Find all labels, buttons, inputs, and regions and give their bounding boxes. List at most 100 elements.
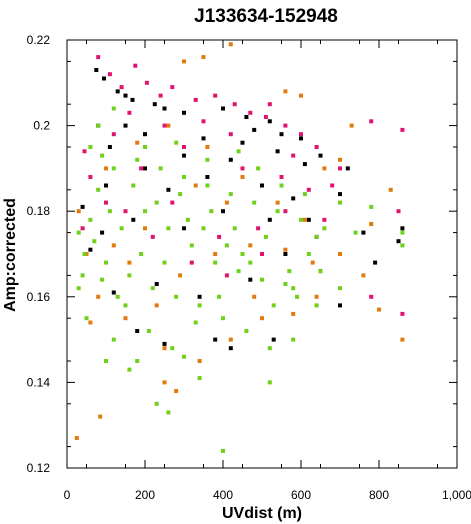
data-point	[193, 183, 198, 188]
data-point	[162, 123, 167, 128]
data-point	[400, 226, 405, 231]
data-point	[283, 282, 288, 286]
data-point	[135, 359, 140, 363]
data-point	[96, 294, 101, 299]
data-point	[248, 110, 253, 115]
data-point	[302, 192, 307, 197]
data-point	[369, 204, 374, 209]
data-point	[182, 59, 186, 64]
data-point	[314, 145, 319, 149]
data-point	[369, 294, 374, 299]
data-point	[228, 157, 233, 162]
data-point	[228, 192, 233, 197]
data-point	[338, 252, 342, 256]
data-point	[310, 260, 315, 265]
data-point	[338, 286, 342, 291]
data-point	[369, 119, 374, 124]
data-point	[88, 175, 93, 179]
data-point	[224, 200, 229, 205]
y-tick-label: 0.22	[27, 33, 51, 47]
data-point	[205, 157, 210, 162]
data-point	[318, 153, 323, 158]
data-point	[139, 166, 144, 171]
data-point	[150, 286, 155, 291]
data-point	[98, 414, 103, 419]
data-point	[201, 136, 206, 141]
data-point	[240, 166, 245, 171]
data-point	[107, 145, 112, 149]
data-point	[100, 153, 105, 158]
data-point	[100, 277, 105, 282]
data-point	[96, 55, 101, 60]
data-point	[143, 132, 147, 137]
data-point	[193, 97, 198, 102]
data-point	[232, 102, 237, 107]
data-point	[263, 234, 268, 239]
data-point	[291, 337, 296, 342]
x-tick-label: 200	[135, 488, 155, 502]
data-point	[144, 80, 149, 85]
data-point	[197, 303, 202, 308]
data-point	[353, 230, 358, 235]
data-point	[111, 243, 116, 248]
data-point	[174, 140, 179, 145]
data-point	[174, 294, 179, 299]
data-point	[252, 294, 257, 299]
data-point	[127, 110, 132, 115]
data-point	[267, 380, 272, 385]
data-point	[127, 273, 132, 278]
data-point	[80, 204, 85, 209]
data-point	[256, 166, 261, 171]
data-point	[291, 311, 296, 316]
data-point	[111, 337, 116, 342]
y-tick-label: 0.16	[27, 290, 51, 304]
data-point	[104, 183, 108, 188]
data-point	[123, 303, 128, 308]
data-point	[100, 230, 105, 235]
data-point	[123, 316, 128, 321]
data-point	[322, 166, 327, 171]
data-point	[201, 226, 206, 231]
data-point	[275, 209, 280, 214]
data-point	[76, 230, 81, 235]
data-point	[130, 97, 135, 102]
data-point	[162, 106, 167, 111]
data-point	[94, 68, 99, 72]
y-tick-label: 0.2	[33, 119, 50, 133]
data-point	[295, 294, 300, 299]
data-point	[299, 132, 303, 137]
data-point	[104, 359, 108, 363]
data-point	[322, 217, 327, 222]
data-point	[197, 376, 202, 381]
data-point	[123, 209, 128, 214]
data-point	[217, 234, 222, 239]
data-point	[400, 243, 405, 248]
data-point	[193, 320, 198, 325]
data-point	[127, 367, 132, 372]
data-point	[338, 303, 342, 308]
data-point	[373, 260, 378, 265]
data-point	[205, 183, 210, 188]
data-point	[228, 132, 233, 137]
data-point	[104, 260, 108, 265]
data-point	[314, 294, 319, 299]
data-point	[213, 337, 218, 342]
data-point	[267, 102, 272, 107]
data-point	[236, 149, 241, 154]
x-tick-label: 800	[369, 488, 389, 502]
data-point	[221, 316, 225, 321]
data-point	[152, 102, 157, 107]
data-point	[170, 346, 175, 351]
data-point	[96, 123, 101, 128]
data-point	[271, 337, 276, 342]
data-point	[338, 200, 342, 205]
data-point	[107, 209, 112, 214]
data-point	[260, 277, 264, 282]
data-point	[115, 294, 120, 299]
data-point	[115, 89, 120, 94]
data-point	[267, 119, 272, 124]
x-tick-label: 400	[213, 488, 233, 502]
data-point	[80, 226, 85, 231]
data-point	[283, 252, 288, 256]
data-point	[197, 294, 202, 299]
